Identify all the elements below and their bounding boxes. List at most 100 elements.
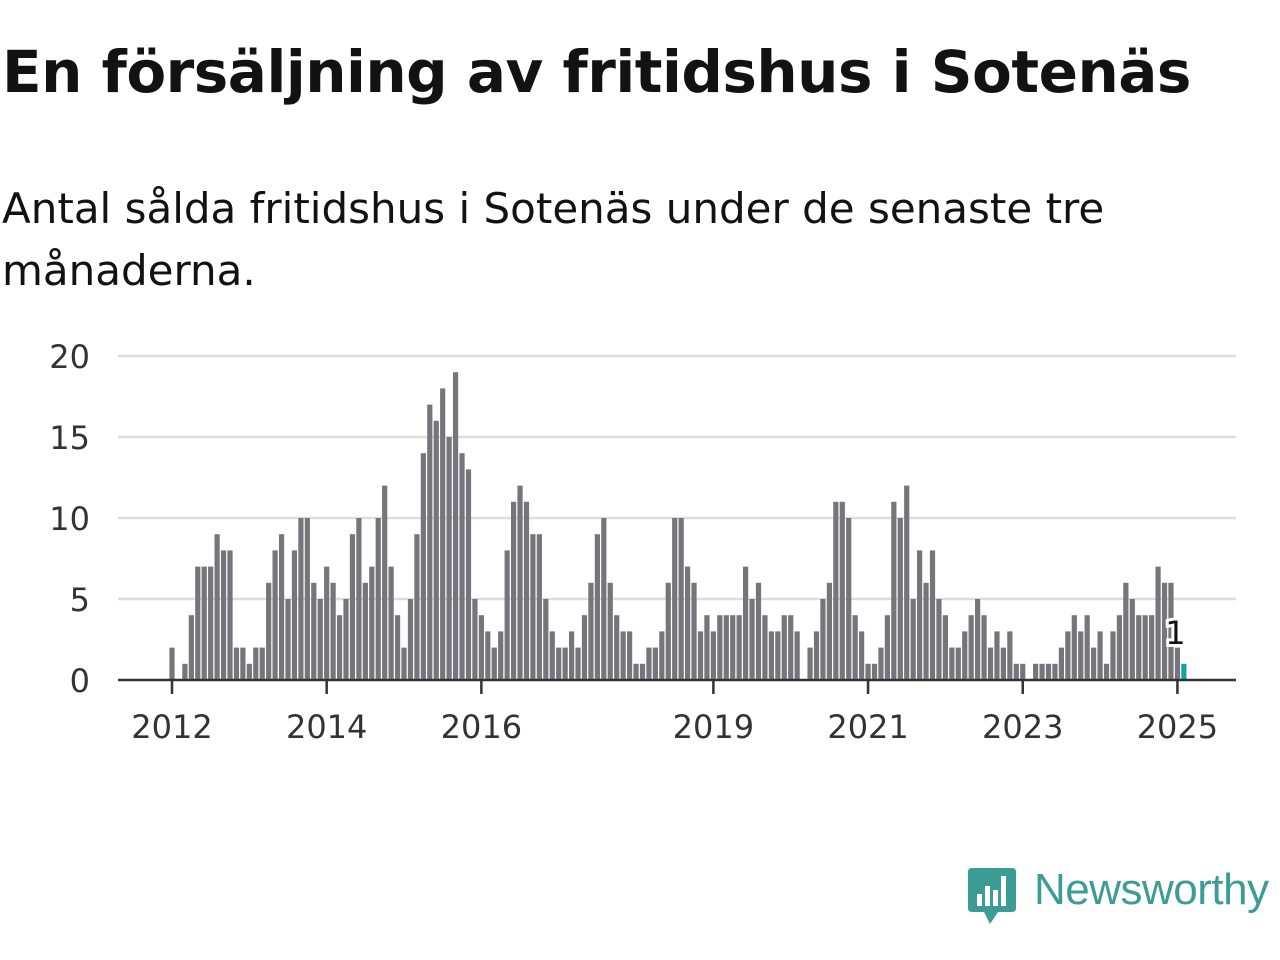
bar <box>433 420 439 680</box>
bar <box>1007 631 1013 680</box>
bar <box>884 615 890 680</box>
bar <box>833 501 839 680</box>
bar <box>1168 582 1174 680</box>
bar <box>820 599 826 680</box>
y-tick-label: 5 <box>70 581 90 619</box>
bar <box>704 615 710 680</box>
bar <box>1142 615 1148 680</box>
annotation: 1 <box>1162 611 1188 655</box>
bar <box>917 550 923 680</box>
bar <box>1020 663 1026 680</box>
bar <box>1045 663 1052 680</box>
bar <box>266 582 272 680</box>
bar <box>743 566 749 680</box>
bar <box>1110 631 1116 680</box>
bar <box>1078 631 1084 680</box>
bar <box>1123 582 1129 680</box>
bar <box>440 388 446 680</box>
bar <box>891 501 897 680</box>
chart-subtitle: Antal sålda fritidshus i Sotenäs under d… <box>2 184 1105 295</box>
bar <box>233 647 240 680</box>
y-tick-label: 10 <box>49 500 90 538</box>
bar <box>1039 663 1045 680</box>
bar <box>562 647 568 680</box>
bar <box>517 485 523 680</box>
bar <box>536 534 542 680</box>
bar <box>285 599 291 680</box>
bar <box>768 631 774 680</box>
bar <box>691 582 697 680</box>
bar <box>336 615 343 680</box>
bar <box>826 582 832 680</box>
bar <box>781 615 787 680</box>
bar <box>556 647 562 680</box>
bar <box>975 599 981 680</box>
bar <box>1013 663 1019 680</box>
x-tick-label: 2014 <box>286 708 367 746</box>
bar <box>1065 631 1071 680</box>
bar <box>846 518 852 680</box>
bar <box>214 534 220 680</box>
bar <box>388 566 394 680</box>
chart-title: En försäljning av fritidshus i Sotenäs <box>2 38 1191 106</box>
y-axis-ticks: 0 5 10 15 20 <box>49 338 90 700</box>
bar <box>401 647 407 680</box>
y-tick-label: 20 <box>49 338 90 376</box>
bar <box>859 631 865 680</box>
bar <box>659 631 665 680</box>
bar <box>498 631 504 680</box>
bar <box>356 518 362 680</box>
x-tick-label: 2025 <box>1137 708 1218 746</box>
bar <box>607 582 613 680</box>
bar <box>375 518 381 680</box>
bar <box>904 485 910 680</box>
bar <box>291 550 298 680</box>
bar <box>549 631 555 680</box>
bar <box>220 550 227 680</box>
bar <box>626 631 633 680</box>
bar <box>472 599 478 680</box>
bar <box>1161 582 1168 680</box>
bar <box>1116 615 1123 680</box>
bar <box>968 615 974 680</box>
bar <box>227 550 233 680</box>
bar <box>1000 647 1007 680</box>
bar <box>1033 663 1039 680</box>
bar <box>369 566 375 680</box>
bar <box>949 647 955 680</box>
bar <box>188 615 194 680</box>
bar <box>298 518 304 680</box>
bar <box>646 647 652 680</box>
bar <box>678 518 684 680</box>
bar <box>633 663 639 680</box>
bar <box>717 615 723 680</box>
bar <box>304 518 310 680</box>
bar <box>878 647 884 680</box>
bar <box>807 647 813 680</box>
bar <box>910 599 916 680</box>
bar <box>685 566 691 680</box>
bar <box>343 599 349 680</box>
bar <box>839 501 845 680</box>
bar <box>736 615 742 680</box>
bar <box>568 631 575 680</box>
bar <box>317 599 323 680</box>
bar <box>1097 631 1103 680</box>
bar <box>865 663 871 680</box>
bar <box>581 615 588 680</box>
bar <box>246 663 252 680</box>
x-tick-label: 2016 <box>441 708 522 746</box>
bar <box>446 437 452 680</box>
bar <box>749 599 755 680</box>
bar <box>259 647 265 680</box>
x-tick-label: 2023 <box>982 708 1063 746</box>
bar <box>530 534 536 680</box>
bar <box>1058 647 1065 680</box>
bar <box>465 469 472 680</box>
bar <box>710 631 716 680</box>
bar <box>407 599 414 680</box>
bar <box>208 566 214 680</box>
y-tick-label: 0 <box>70 662 90 700</box>
bar <box>652 647 658 680</box>
gridlines <box>118 354 1236 601</box>
